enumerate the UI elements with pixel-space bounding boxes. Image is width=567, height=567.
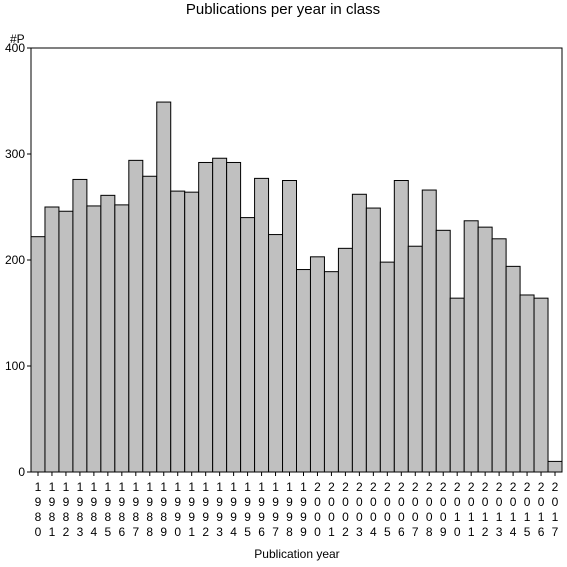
bar-1997 bbox=[268, 234, 284, 473]
bar-1985 bbox=[100, 194, 116, 473]
bar-1998 bbox=[282, 180, 297, 473]
bar-1984 bbox=[86, 205, 102, 473]
bar-1986 bbox=[114, 204, 130, 473]
bar-1999 bbox=[296, 269, 311, 473]
y-axis: 0 100 200 300 400 bbox=[5, 41, 31, 479]
bar-1996 bbox=[254, 177, 270, 473]
chart-title: Publications per year in class bbox=[186, 1, 380, 18]
bar-1987 bbox=[128, 159, 144, 473]
bar-1994 bbox=[226, 161, 242, 473]
y-tick-label: 300 bbox=[5, 147, 25, 161]
plot-frame bbox=[30, 47, 563, 473]
bar-2010 bbox=[449, 297, 465, 473]
bar-1990 bbox=[170, 190, 186, 473]
bar-1993 bbox=[212, 157, 228, 473]
bar-2007 bbox=[407, 245, 423, 473]
bar-2000 bbox=[309, 256, 325, 473]
bar-2006 bbox=[393, 180, 409, 473]
bar-2015 bbox=[519, 294, 535, 473]
bars-group bbox=[30, 101, 563, 473]
bar-2004 bbox=[365, 207, 381, 473]
bar-2014 bbox=[505, 265, 521, 473]
bar-2002 bbox=[337, 247, 353, 473]
y-tick-label: 100 bbox=[5, 359, 25, 373]
bar-1981 bbox=[44, 206, 60, 473]
bar-1983 bbox=[72, 178, 88, 473]
x-axis: 1 9 8 0 1 9 8 1 1 9 8 2 1 9 8 3 1 9 8 4 1 9 8 5 1 9 8 6 1 9 8 7 1 9 8 8 1 9 8 9… bbox=[35, 472, 559, 539]
bar-2001 bbox=[323, 271, 339, 473]
x-axis-label: Publication year bbox=[254, 547, 339, 561]
bar-1991 bbox=[184, 191, 200, 473]
y-tick-label: 400 bbox=[5, 41, 25, 55]
bar-2011 bbox=[463, 220, 479, 473]
y-tick-label: 0 bbox=[18, 465, 25, 479]
y-tick-label: 200 bbox=[5, 253, 25, 267]
bar-2008 bbox=[421, 189, 437, 473]
bar-1988 bbox=[142, 175, 158, 473]
bar-2012 bbox=[477, 226, 493, 473]
bar-2013 bbox=[491, 238, 507, 473]
bar-1980 bbox=[30, 236, 46, 473]
bar-1982 bbox=[58, 210, 74, 473]
bar-2016 bbox=[533, 297, 549, 473]
bar-2017 bbox=[547, 460, 563, 473]
bar-2003 bbox=[351, 193, 367, 473]
bar-1995 bbox=[240, 217, 256, 473]
bar-1989 bbox=[156, 101, 172, 473]
bar-2009 bbox=[435, 229, 451, 473]
y-axis-label: #P bbox=[10, 32, 25, 46]
bar-1992 bbox=[198, 161, 214, 473]
bar-2005 bbox=[379, 261, 395, 473]
